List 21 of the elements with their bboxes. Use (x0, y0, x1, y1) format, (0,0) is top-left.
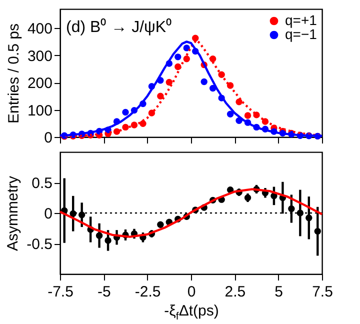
x-tick-label: 5 (274, 284, 284, 300)
y-tick-label: -0.5 (26, 236, 52, 253)
x-tick-label: -2.5 (134, 284, 161, 300)
y-tick-label: 200 (27, 75, 52, 92)
y-tick-label: 0.5 (32, 175, 52, 192)
y-tick-label: 0 (44, 130, 52, 146)
y-tick-label: 100 (27, 102, 52, 120)
legend-label: q=−1 (285, 26, 318, 42)
y-tick-label: 300 (27, 48, 52, 65)
x-tick-label: 2.5 (224, 284, 246, 300)
x-tick-label: -5 (97, 284, 111, 300)
text: (d) B⁰ → J/ψK⁰ (66, 18, 172, 36)
x-tick-label: 7.5 (312, 284, 333, 300)
x-axis-title: -ξ$_{f}$Δt(ps) (164, 302, 219, 322)
y-tick-label: 400 (27, 20, 52, 38)
y-axis-title: Entries / 0.5 ps (5, 23, 22, 124)
x-tick-label: 0 (187, 284, 196, 300)
y-tick-label: 0 (44, 206, 52, 222)
y-axis-title: Asymmetry (4, 176, 22, 251)
x-tick-label: -7.5 (48, 284, 74, 300)
legend-label: q=+1 (285, 12, 318, 28)
